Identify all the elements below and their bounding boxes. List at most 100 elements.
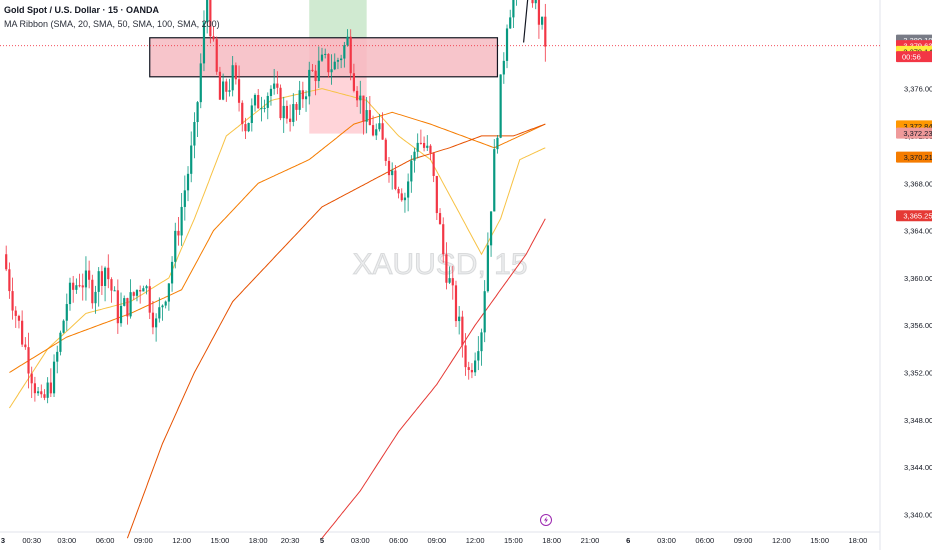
candle bbox=[378, 114, 381, 132]
x-tick-label: 06:00 bbox=[389, 536, 408, 545]
y-tick-label: 3,344.000 bbox=[904, 463, 932, 472]
x-tick-label: 12:00 bbox=[172, 536, 191, 545]
candle bbox=[534, 0, 537, 10]
candle-body bbox=[461, 316, 464, 346]
candle bbox=[43, 389, 46, 401]
candle-body bbox=[451, 278, 454, 286]
candle bbox=[308, 61, 311, 105]
candle bbox=[489, 211, 493, 257]
candle bbox=[135, 289, 139, 302]
candle-body bbox=[448, 278, 451, 283]
ma-line-sma100 bbox=[126, 123, 546, 539]
x-tick-label: 21:00 bbox=[581, 536, 600, 545]
countdown-label: 00:56 bbox=[902, 53, 921, 62]
candle bbox=[311, 63, 314, 73]
price-label: 3,372.848 bbox=[903, 122, 932, 131]
candle bbox=[199, 53, 202, 109]
candle-body bbox=[88, 270, 91, 280]
candle-body bbox=[301, 90, 304, 100]
candle-body bbox=[327, 53, 330, 73]
candle bbox=[387, 156, 391, 183]
candle bbox=[170, 256, 174, 292]
candle-body bbox=[148, 286, 151, 313]
candle-body bbox=[253, 95, 257, 106]
candle-body bbox=[467, 367, 470, 370]
candle bbox=[52, 354, 56, 397]
candle bbox=[269, 85, 273, 106]
candle bbox=[113, 286, 116, 292]
chart-title[interactable]: Gold Spot / U.S. Dollar · 15 · OANDA bbox=[4, 5, 160, 15]
candle-body bbox=[250, 105, 253, 124]
candle-body bbox=[375, 129, 378, 136]
candle bbox=[84, 256, 88, 301]
candle-body bbox=[215, 39, 218, 72]
candle-body bbox=[397, 189, 400, 194]
candle-body bbox=[496, 137, 499, 150]
candle bbox=[27, 332, 30, 389]
candle-body bbox=[183, 190, 186, 207]
candle bbox=[129, 279, 132, 319]
candle bbox=[186, 166, 190, 202]
candle-body bbox=[100, 271, 103, 286]
candle-body bbox=[320, 54, 324, 61]
lightning-icon bbox=[544, 516, 548, 524]
candle bbox=[151, 301, 155, 335]
candle-body bbox=[534, 0, 537, 4]
candle bbox=[477, 336, 480, 371]
candle bbox=[196, 100, 199, 137]
candle bbox=[139, 285, 142, 304]
candle bbox=[14, 306, 17, 328]
candle bbox=[422, 136, 426, 152]
candle-body bbox=[27, 347, 30, 374]
candle bbox=[349, 29, 352, 81]
candle-body bbox=[40, 391, 43, 395]
x-tick-label: 03:00 bbox=[351, 536, 370, 545]
candle-body bbox=[359, 95, 362, 101]
candle bbox=[253, 93, 257, 112]
candle-body bbox=[14, 310, 17, 316]
candle bbox=[257, 89, 260, 109]
candle-body bbox=[225, 81, 228, 92]
candle bbox=[202, 10, 206, 72]
candle bbox=[228, 78, 231, 97]
candle bbox=[5, 245, 8, 272]
candle-body bbox=[11, 291, 14, 311]
indicator-legend[interactable]: MA Ribbon (SMA, 20, SMA, 50, SMA, 100, S… bbox=[4, 19, 220, 29]
candle bbox=[206, 0, 209, 34]
candle-body bbox=[384, 139, 387, 161]
candle bbox=[30, 366, 33, 399]
candle-body bbox=[129, 292, 132, 317]
candle bbox=[282, 96, 285, 133]
candle-body bbox=[289, 118, 292, 122]
x-tick-label: 15:00 bbox=[504, 536, 523, 545]
candle bbox=[512, 0, 515, 29]
candle bbox=[537, 0, 541, 39]
candle-body bbox=[94, 291, 97, 304]
candle bbox=[426, 135, 429, 151]
candle-body bbox=[416, 142, 419, 152]
candle-body bbox=[269, 88, 273, 96]
candle bbox=[218, 66, 222, 100]
candle-body bbox=[458, 316, 461, 322]
watermark: XAUUSD, 15 bbox=[352, 248, 527, 281]
candle-body bbox=[21, 320, 24, 345]
candle bbox=[148, 278, 151, 320]
demand-zone bbox=[149, 37, 499, 78]
x-tick-label: 18:00 bbox=[849, 536, 868, 545]
y-tick-label: 3,340.000 bbox=[904, 511, 932, 520]
y-tick-label: 3,360.000 bbox=[904, 274, 932, 283]
candle-body bbox=[5, 254, 8, 270]
candle-body bbox=[167, 283, 170, 302]
candle-body bbox=[43, 394, 46, 398]
candle bbox=[480, 328, 483, 366]
candle-body bbox=[24, 344, 27, 348]
candle bbox=[474, 352, 477, 376]
candle bbox=[493, 139, 496, 212]
countdown-box bbox=[896, 51, 932, 63]
candle bbox=[499, 74, 502, 139]
x-tick-label: 09:00 bbox=[734, 536, 753, 545]
candle-body bbox=[158, 307, 161, 319]
candle bbox=[486, 232, 489, 293]
